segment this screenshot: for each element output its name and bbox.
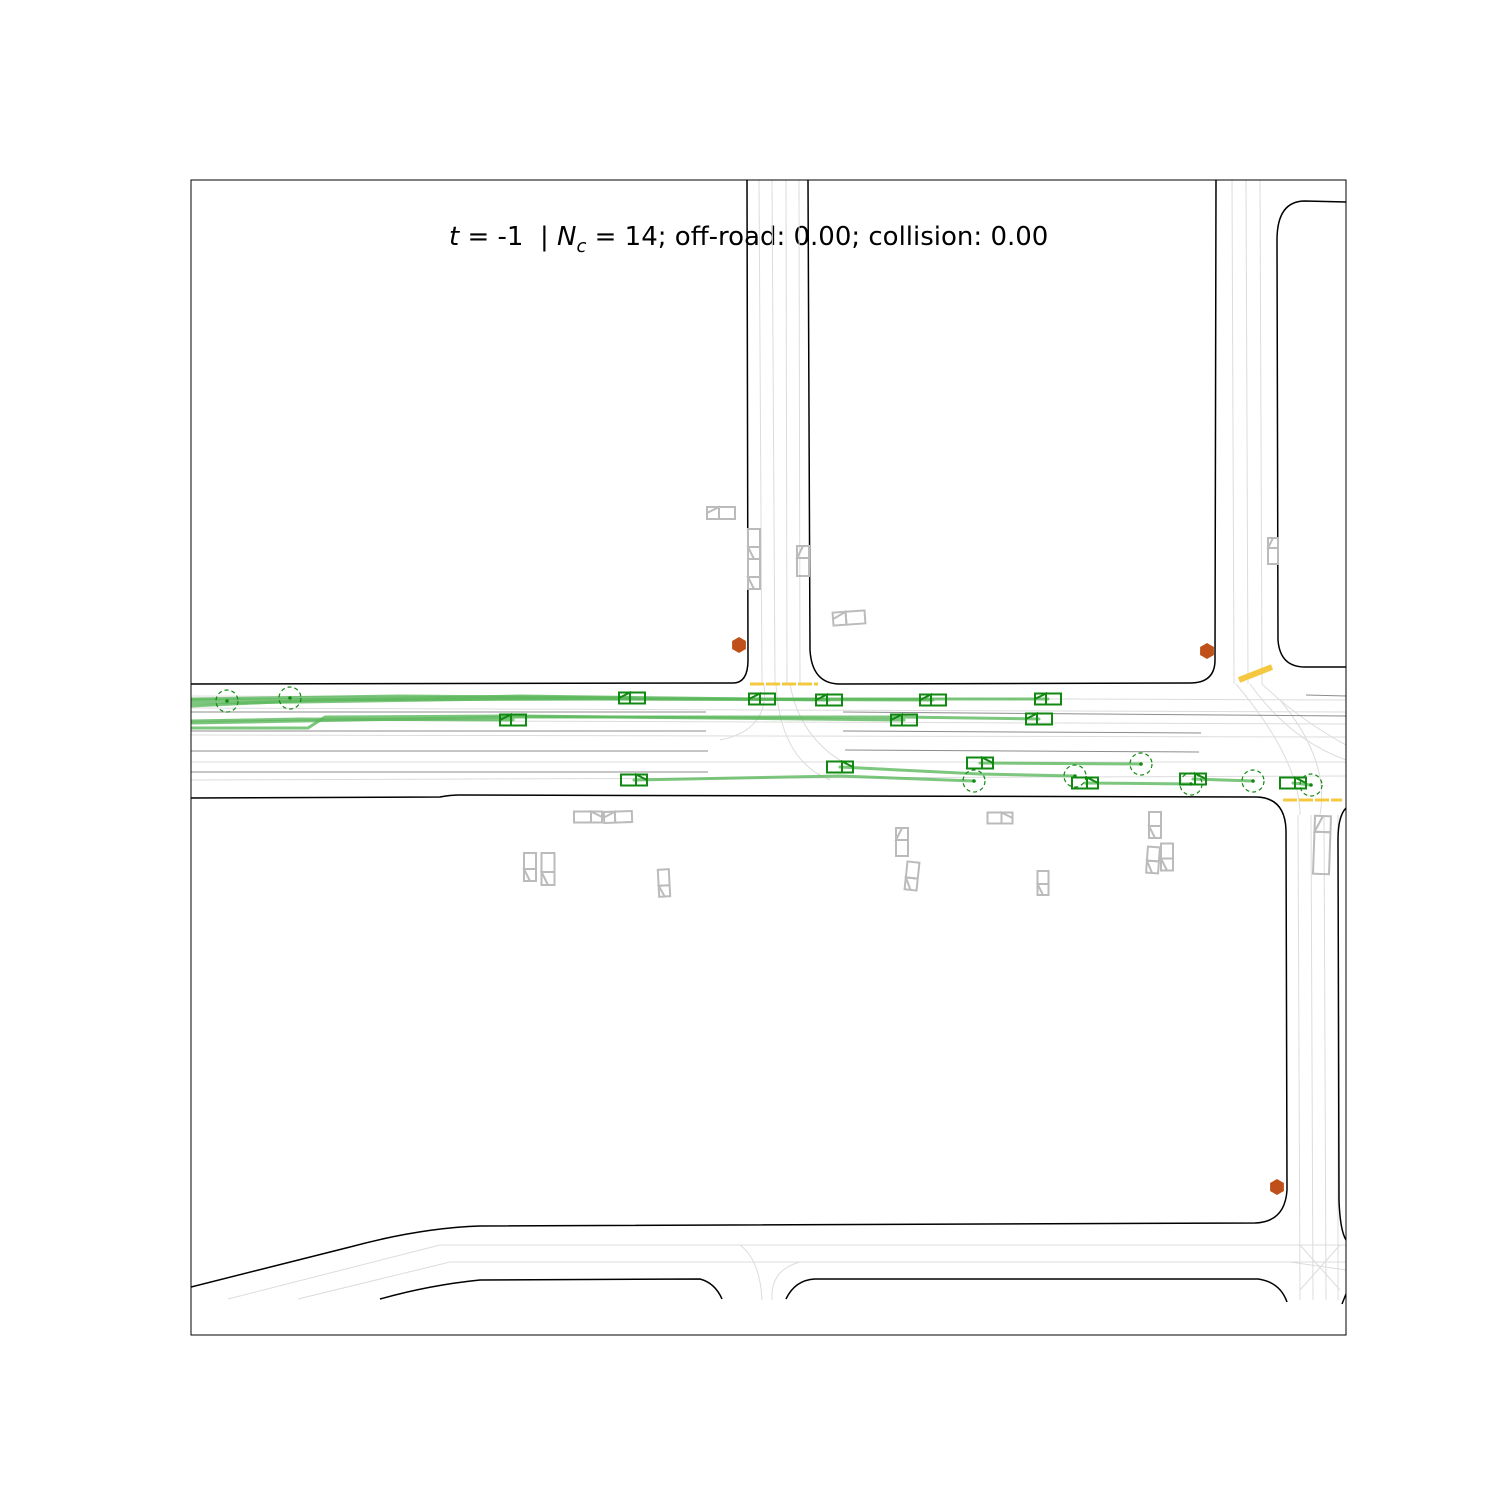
background-vehicle — [831, 609, 867, 627]
trajectory — [632, 774, 976, 783]
goal-marker — [215, 689, 239, 713]
background-vehicle — [1035, 870, 1050, 896]
background-agents — [522, 505, 1333, 898]
trajectory — [978, 761, 1143, 766]
goal-marker — [962, 769, 986, 793]
background-vehicle — [1159, 842, 1174, 872]
background-vehicle — [1147, 811, 1162, 839]
stop-sign-icon — [732, 637, 746, 653]
background-vehicle — [706, 505, 736, 520]
crosswalks — [750, 664, 1342, 802]
stop-signs — [732, 637, 1284, 1195]
title-nc-value: = 14; off-road: 0.00; collision: 0.00 — [586, 222, 1048, 252]
controlled-vehicle — [1279, 775, 1307, 790]
controlled-vehicle — [620, 772, 648, 787]
agent-trajectories — [191, 694, 1313, 787]
controlled-vehicle — [919, 692, 947, 707]
controlled-vehicle — [1071, 775, 1099, 790]
controlled-vehicle — [966, 755, 994, 770]
controlled-vehicle — [826, 759, 854, 774]
goal-marker — [278, 686, 302, 710]
background-vehicle — [602, 809, 634, 825]
background-vehicle — [656, 868, 672, 898]
title-nc-subscript: c — [576, 236, 586, 257]
trajectory — [1083, 781, 1193, 786]
background-vehicle — [573, 809, 603, 824]
controlled-vehicle — [499, 712, 527, 727]
background-vehicle — [795, 545, 810, 577]
title-t-symbol: t — [449, 222, 460, 252]
title-nc-symbol: N — [557, 222, 576, 252]
lane-centerlines — [191, 180, 1346, 1301]
plot-title: t = -1 | Nc = 14; off-road: 0.00; collis… — [449, 222, 1048, 257]
road-edges — [191, 180, 1346, 1305]
stop-sign-icon — [1270, 1179, 1284, 1195]
controlled-vehicle — [890, 712, 918, 727]
controlled-vehicle — [1179, 771, 1207, 786]
goal-marker — [1299, 773, 1323, 797]
background-vehicle — [1311, 814, 1333, 876]
controlled-vehicle — [748, 691, 776, 706]
trajectory — [838, 765, 1077, 778]
controlled-vehicle — [618, 690, 646, 705]
controlled-vehicle — [1025, 711, 1053, 726]
axes-frame — [190, 179, 1347, 1336]
title-t-value: = -1 | — [459, 222, 557, 252]
crosswalk-north-east — [1237, 664, 1274, 683]
goal-marker — [1129, 752, 1153, 776]
background-vehicle — [522, 852, 537, 882]
controlled-vehicle — [815, 692, 843, 707]
stop-sign-icon — [1200, 643, 1214, 659]
goal-marker — [1241, 769, 1265, 793]
background-vehicle — [539, 852, 556, 886]
trajectory — [1191, 777, 1255, 783]
background-vehicle — [903, 860, 921, 892]
controlled-agents — [499, 690, 1307, 790]
background-vehicle — [894, 827, 909, 857]
controlled-vehicle — [1034, 691, 1062, 706]
background-vehicle — [746, 558, 761, 590]
trajectory — [191, 715, 1041, 725]
lane-dividers — [191, 694, 1346, 773]
background-vehicle — [746, 528, 761, 560]
background-vehicle — [986, 810, 1014, 825]
background-vehicle — [1266, 537, 1279, 565]
background-vehicle — [1145, 845, 1161, 875]
